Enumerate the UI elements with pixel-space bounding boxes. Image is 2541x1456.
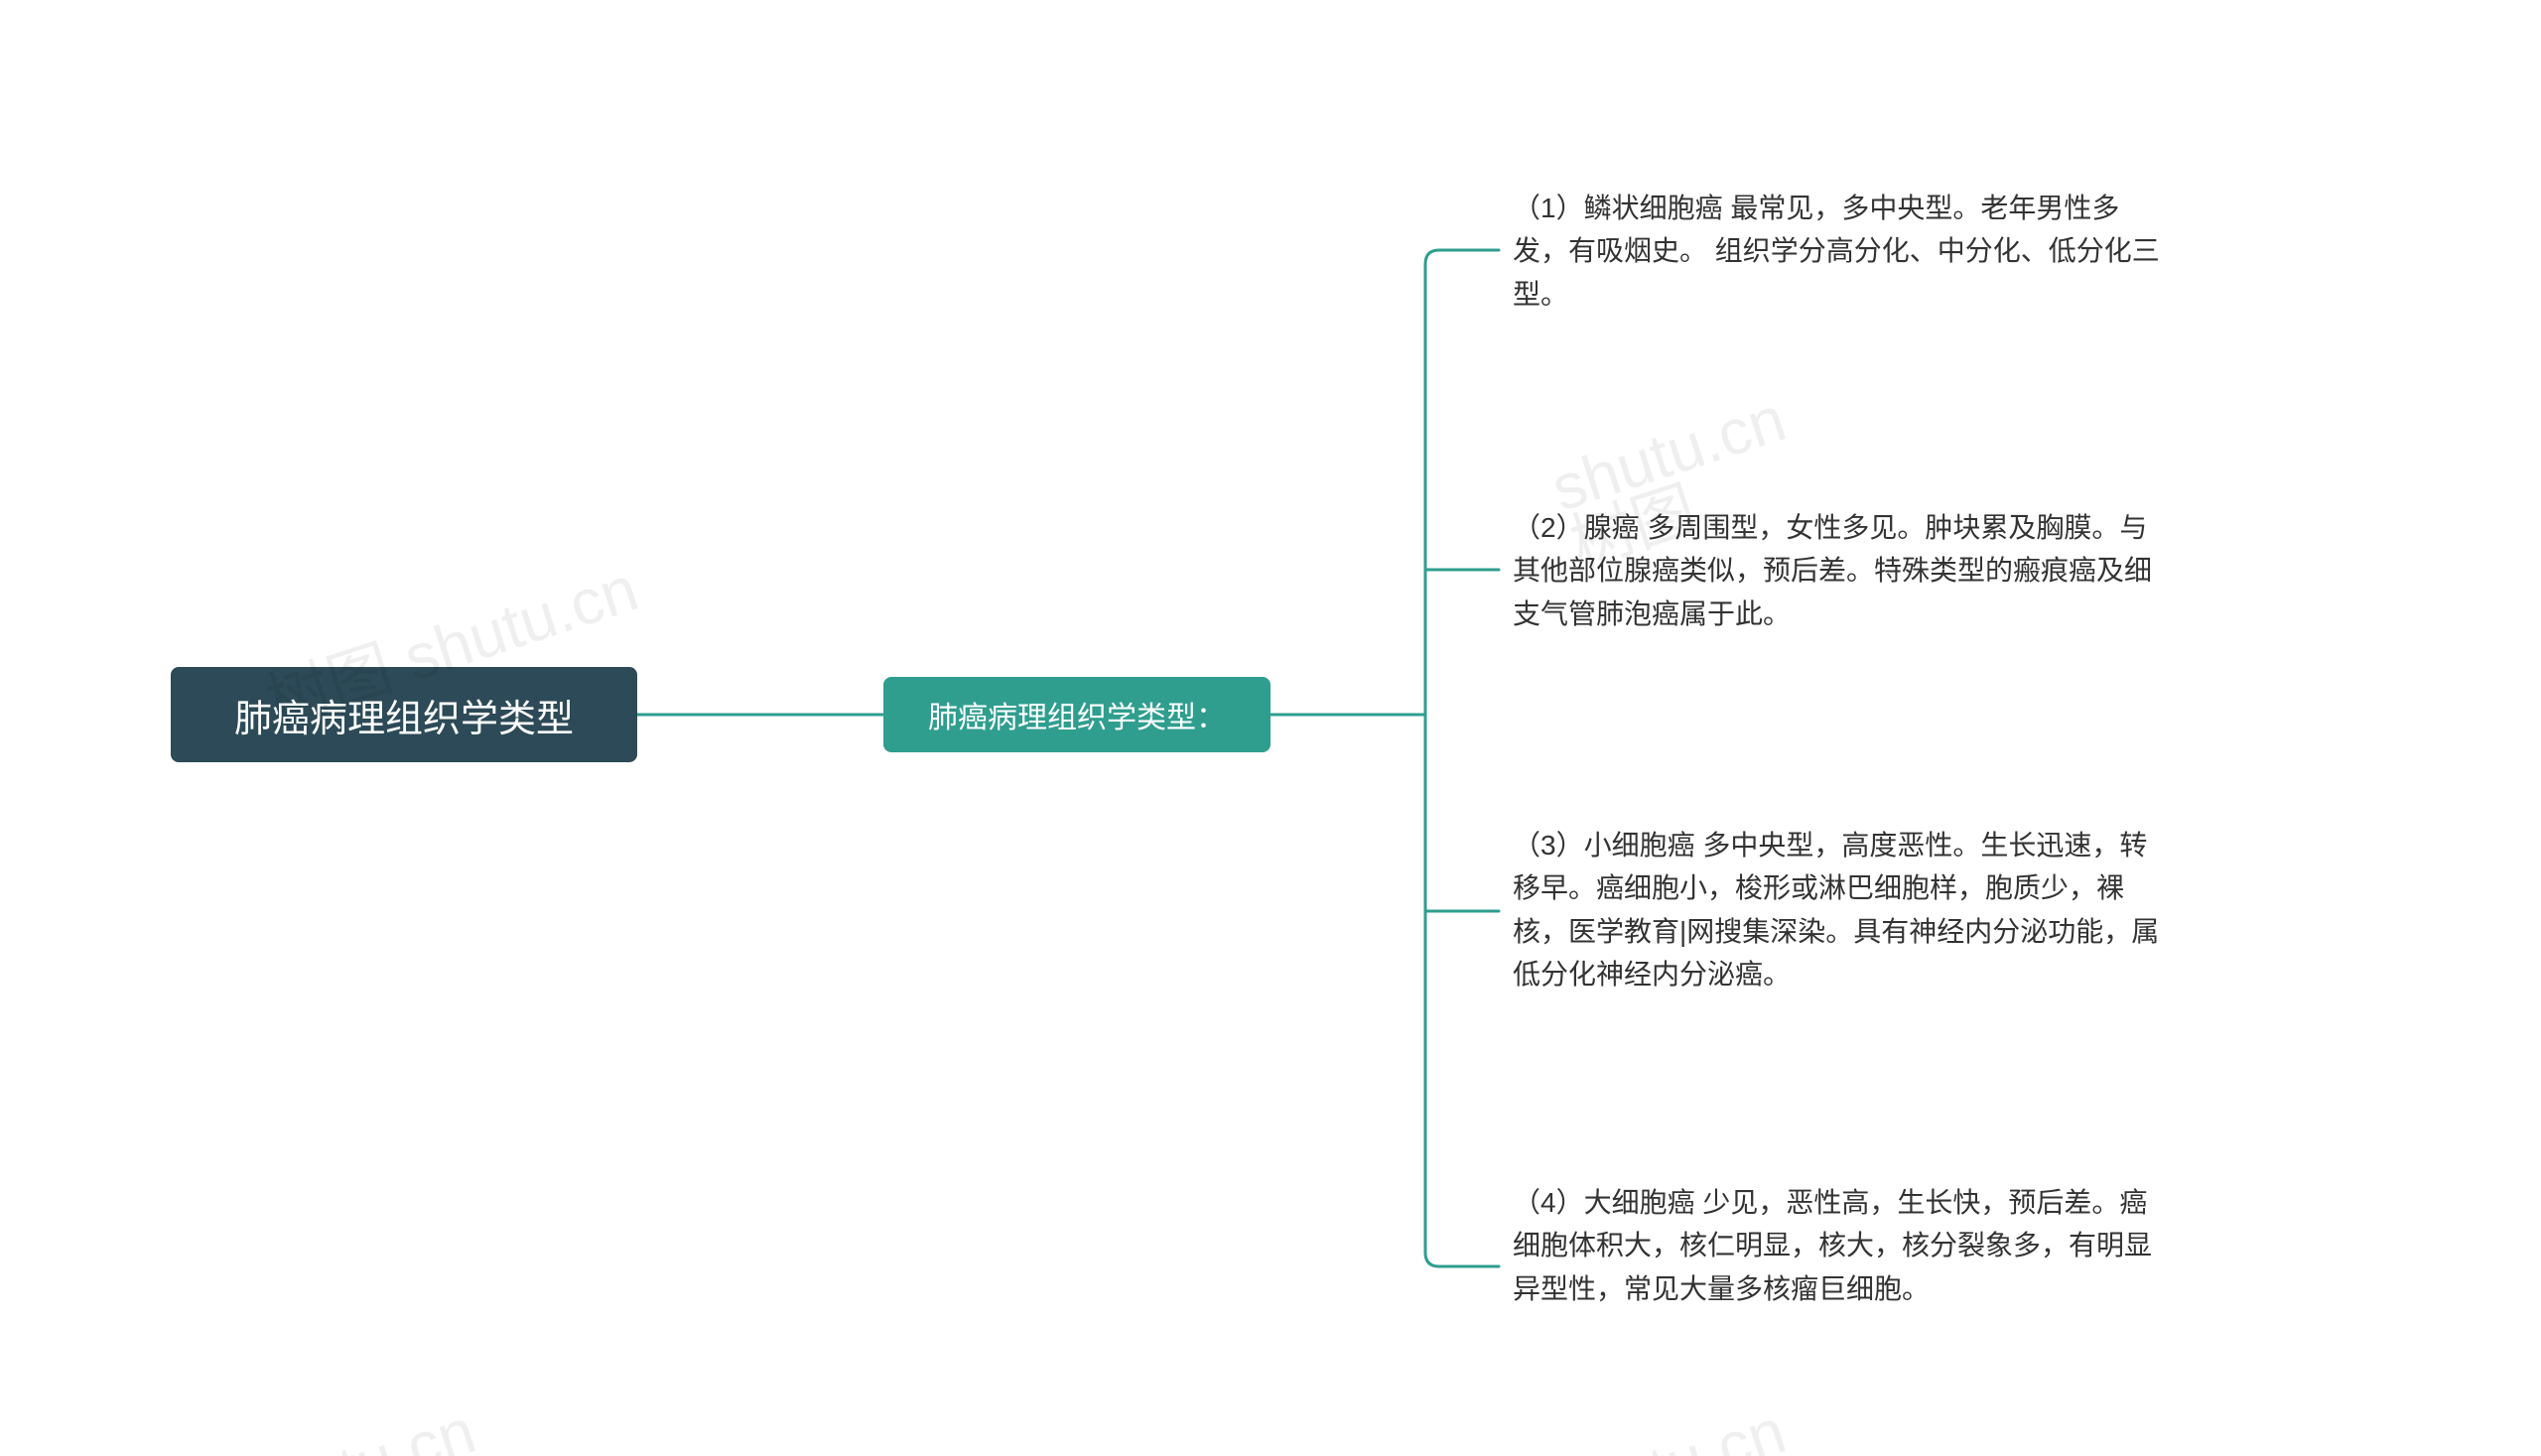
root-label: 肺癌病理组织学类型 bbox=[234, 688, 574, 742]
watermark: shutu.cn bbox=[1542, 1393, 1794, 1456]
watermark: shutu.cn bbox=[232, 1393, 483, 1456]
leaf-node-1: （1）鳞状细胞癌 最常见，多中央型。老年男性多发，有吸烟史。 组织学分高分化、中… bbox=[1513, 187, 2168, 316]
watermark: shutu.cn bbox=[1542, 381, 1794, 525]
leaf-text: （3）小细胞癌 多中央型，高度恶性。生长迅速，转移早。癌细胞小，梭形或淋巴细胞样… bbox=[1513, 830, 2159, 990]
branch-label: 肺癌病理组织学类型： bbox=[928, 693, 1226, 736]
leaf-node-4: （4）大细胞癌 少见，恶性高，生长快，预后差。癌细胞体积大，核仁明显，核大，核分… bbox=[1513, 1181, 2168, 1310]
root-node: 肺癌病理组织学类型 bbox=[171, 667, 637, 762]
mindmap-canvas: 肺癌病理组织学类型 肺癌病理组织学类型： （1）鳞状细胞癌 最常见，多中央型。老… bbox=[0, 0, 2541, 1456]
leaf-text: （2）腺癌 多周围型，女性多见。肿块累及胸膜。与其他部位腺癌类似，预后差。特殊类… bbox=[1513, 512, 2152, 629]
leaf-text: （4）大细胞癌 少见，恶性高，生长快，预后差。癌细胞体积大，核仁明显，核大，核分… bbox=[1513, 1187, 2152, 1304]
leaf-node-2: （2）腺癌 多周围型，女性多见。肿块累及胸膜。与其他部位腺癌类似，预后差。特殊类… bbox=[1513, 506, 2168, 635]
leaf-node-3: （3）小细胞癌 多中央型，高度恶性。生长迅速，转移早。癌细胞小，梭形或淋巴细胞样… bbox=[1513, 824, 2168, 996]
leaf-text: （1）鳞状细胞癌 最常见，多中央型。老年男性多发，有吸烟史。 组织学分高分化、中… bbox=[1513, 193, 2160, 310]
branch-node: 肺癌病理组织学类型： bbox=[883, 677, 1270, 752]
